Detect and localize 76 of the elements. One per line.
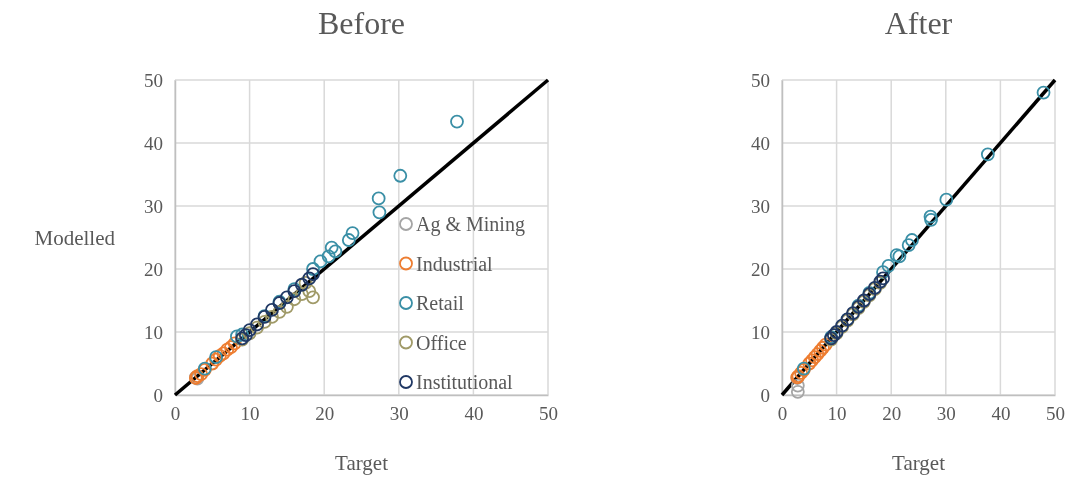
x-axis-title: Target	[335, 451, 389, 475]
x-tick-label: 40	[991, 403, 1011, 425]
point	[881, 258, 896, 273]
point	[306, 267, 320, 281]
x-tick-label: 30	[389, 403, 409, 425]
point	[313, 254, 328, 269]
y-tick-label: 30	[751, 195, 770, 217]
point	[194, 367, 209, 382]
y-axis-title: Modelled	[34, 225, 116, 250]
point	[294, 277, 309, 292]
y-tick-label: 0	[153, 384, 163, 406]
point	[280, 290, 294, 305]
point	[272, 304, 287, 319]
y-tick-label: 30	[144, 195, 163, 217]
y-tick-label: 20	[144, 258, 163, 280]
y-tick-label: 0	[760, 384, 770, 406]
point	[393, 168, 408, 183]
point	[905, 233, 919, 247]
point	[306, 262, 320, 276]
point	[372, 205, 387, 220]
point	[341, 233, 356, 247]
point	[450, 114, 464, 129]
point	[265, 309, 279, 324]
point	[876, 265, 890, 280]
x-tick-label: 20	[315, 403, 335, 425]
x-tick-label: 40	[464, 403, 484, 425]
x-tick-label: 20	[882, 403, 902, 425]
y-tick-label: 40	[144, 132, 163, 154]
legend-label: Industrial	[416, 252, 494, 275]
point	[790, 378, 805, 393]
legend-label: Retail	[416, 292, 465, 314]
x-tick-label: 50	[539, 403, 558, 425]
point	[220, 342, 235, 357]
y-tick-label: 40	[751, 132, 770, 154]
point	[265, 303, 279, 317]
point	[980, 147, 995, 162]
y-tick-label: 50	[751, 69, 770, 91]
point	[345, 226, 360, 240]
x-tick-label: 0	[777, 403, 788, 425]
point	[324, 240, 339, 255]
point	[287, 292, 302, 307]
x-axis-title: Target	[892, 451, 946, 475]
x-tick-label: 50	[1046, 403, 1065, 425]
point	[216, 346, 231, 361]
y-tick-label: 10	[751, 321, 770, 343]
y-tick-label: 20	[751, 258, 770, 280]
x-tick-label: 30	[936, 403, 956, 425]
point	[1036, 85, 1051, 100]
point	[306, 290, 320, 305]
y-tick-label: 10	[144, 321, 163, 343]
chart-title: Before	[317, 5, 406, 41]
x-tick-label: 10	[240, 403, 260, 425]
point	[298, 275, 313, 290]
point	[321, 249, 336, 264]
point	[212, 349, 227, 363]
point	[230, 329, 244, 344]
legend-label: Institutional	[416, 371, 514, 393]
x-tick-label: 0	[170, 403, 181, 425]
x-tick-label: 10	[827, 403, 847, 425]
point	[371, 191, 386, 206]
point	[294, 287, 309, 302]
legend-label: Office	[416, 331, 467, 354]
point	[939, 192, 954, 207]
point	[257, 315, 272, 329]
point	[901, 238, 916, 252]
point	[790, 384, 805, 399]
point	[227, 336, 242, 351]
point	[224, 340, 238, 355]
point	[205, 356, 220, 371]
chart-title: After	[884, 5, 953, 41]
point	[302, 271, 317, 286]
point	[328, 244, 343, 259]
legend-label: Ag & Mining	[416, 213, 525, 236]
point	[302, 284, 317, 298]
point	[280, 299, 294, 314]
y-tick-label: 50	[144, 69, 163, 91]
